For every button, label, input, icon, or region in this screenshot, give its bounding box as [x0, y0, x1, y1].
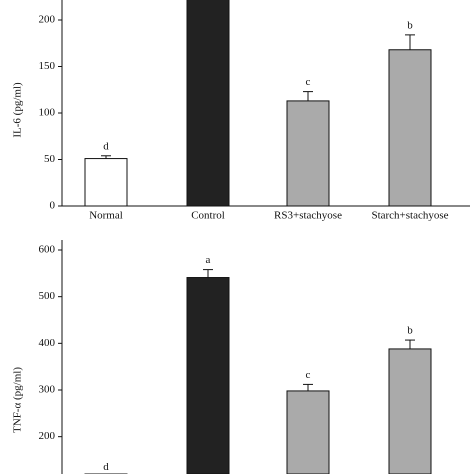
bar	[186, 0, 230, 207]
x-tick-label: Normal	[89, 210, 123, 222]
y-tick-label: 400	[39, 337, 56, 349]
significance-letter: d	[103, 461, 109, 473]
y-axis-label: TNF-α (pg/ml)	[12, 367, 24, 433]
significance-letter: c	[306, 369, 311, 381]
y-axis-label: IL-6 (pg/ml)	[12, 82, 24, 138]
y-tick-label: 200	[39, 14, 56, 26]
y-tick-label: 50	[44, 153, 56, 165]
significance-letter: d	[103, 140, 109, 152]
significance-letter: a	[206, 254, 211, 266]
y-tick-label: 600	[39, 244, 56, 256]
x-tick-label: Starch+stachyose	[371, 210, 448, 222]
y-tick-label: 0	[50, 200, 56, 212]
significance-letter: b	[407, 19, 413, 31]
bar	[286, 390, 330, 474]
bar	[286, 100, 330, 207]
bar	[388, 348, 432, 474]
x-tick-label: Control	[191, 210, 225, 222]
bar	[388, 49, 432, 207]
significance-letter: b	[407, 325, 413, 337]
bar	[186, 277, 230, 474]
significance-letter: c	[306, 76, 311, 88]
y-tick-label: 200	[39, 430, 56, 442]
y-tick-label: 150	[39, 60, 56, 72]
y-tick-label: 300	[39, 384, 56, 396]
bar	[84, 158, 128, 207]
y-tick-label: 500	[39, 290, 56, 302]
x-tick-label: RS3+stachyose	[274, 210, 342, 222]
y-tick-label: 100	[39, 107, 56, 119]
